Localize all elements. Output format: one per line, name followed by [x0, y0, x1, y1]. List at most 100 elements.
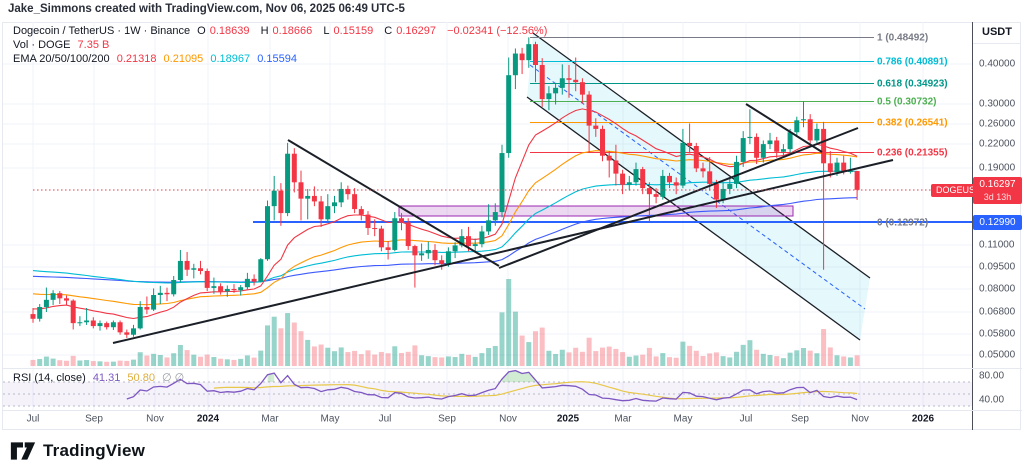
volume-bar: [238, 358, 244, 366]
candle: [452, 245, 458, 252]
volume-bar: [700, 355, 706, 366]
rsi-line[interactable]: [126, 369, 858, 402]
candle: [673, 182, 679, 186]
parallel-channel[interactable]: [527, 33, 870, 340]
main-pane[interactable]: [30, 32, 973, 366]
volume-bar: [707, 353, 713, 366]
candle: [734, 161, 739, 184]
ema50-line[interactable]: [32, 150, 858, 306]
ema200-line[interactable]: [32, 197, 858, 283]
volume-bar: [606, 346, 612, 366]
volume-bar: [479, 353, 485, 366]
volume-bar: [854, 355, 860, 366]
candle: [780, 149, 786, 152]
candle: [258, 259, 264, 282]
time-tick-label: May: [320, 413, 340, 425]
volume-bar: [486, 348, 492, 366]
volume-bar: [285, 313, 291, 366]
ema20-line[interactable]: [32, 108, 858, 320]
volume-bar: [77, 360, 83, 366]
candle: [526, 44, 532, 61]
volume-bar: [184, 350, 190, 366]
candle: [305, 195, 311, 199]
volume-bar: [687, 345, 693, 366]
candle: [291, 153, 297, 183]
candle: [97, 323, 103, 327]
candle: [774, 140, 780, 152]
volume-bar: [445, 356, 451, 366]
rsi-pane[interactable]: [3, 369, 972, 407]
candle: [841, 162, 847, 172]
time-tick-label: Nov: [146, 413, 164, 425]
volume-bar: [673, 357, 679, 366]
candle: [70, 300, 76, 324]
trendline[interactable]: [112, 159, 894, 344]
volume-bar: [37, 359, 43, 366]
candle: [546, 93, 552, 100]
volume-bar: [378, 351, 384, 366]
pane-separator[interactable]: [2, 368, 1022, 369]
time-tick-label: 2026: [911, 413, 935, 425]
volume-bar: [566, 352, 572, 366]
candle: [466, 236, 471, 247]
candle: [626, 182, 632, 185]
rsi-ma-line[interactable]: [213, 381, 858, 400]
ema50-value: 0.21095: [163, 53, 204, 65]
rsi-label: RSI (14, close): [13, 372, 86, 384]
tradingview-logo[interactable]: TradingView: [10, 441, 145, 461]
candle: [492, 212, 498, 221]
candle: [801, 119, 806, 121]
candle: [64, 298, 69, 301]
volume-legend[interactable]: Vol · DOGE 7.35 B: [13, 39, 113, 51]
candle: [767, 140, 773, 145]
volume-bar: [218, 358, 224, 366]
volume-bar: [318, 344, 324, 366]
fib-level-label: 0.382 (0.26541): [877, 117, 948, 128]
volume-bar: [512, 311, 518, 366]
volume-bar: [834, 355, 840, 366]
price-tick-label: 0.06800: [979, 306, 1016, 318]
volume-bar: [586, 337, 592, 366]
price-tick-label: 0.19000: [979, 162, 1016, 174]
price-tick-label: 0.08000: [979, 283, 1016, 295]
price-range-box[interactable]: [398, 205, 794, 217]
candle: [84, 320, 90, 323]
candle: [653, 194, 659, 197]
volume-bar: [740, 344, 746, 366]
candle: [77, 322, 83, 324]
ray-price-badge: 0.12990: [973, 215, 1022, 230]
candle: [131, 328, 136, 335]
rsi-legend[interactable]: RSI (14, close) 41.31 50.80 ∅ ∅: [13, 371, 188, 384]
ema-legend[interactable]: EMA 20/50/100/200 0.21318 0.21095 0.1896…: [13, 53, 301, 65]
volume-bar: [653, 356, 659, 366]
candle: [472, 244, 478, 247]
trendline[interactable]: [287, 139, 500, 267]
volume-bar: [613, 348, 619, 366]
volume-bar: [97, 361, 103, 366]
candle: [727, 183, 733, 189]
rsi-empty-icons: ∅ ∅: [162, 372, 185, 384]
candle: [606, 155, 612, 161]
volume-bar: [626, 356, 632, 366]
volume-bar: [84, 360, 90, 366]
volume-bar: [64, 360, 69, 366]
volume-bar: [278, 328, 284, 366]
time-axis[interactable]: [2, 410, 972, 430]
candle: [425, 249, 431, 254]
last-price-badge: 0.16297 3d 13h: [973, 177, 1022, 204]
trendline[interactable]: [498, 127, 859, 269]
symbol-legend[interactable]: Dogecoin / TetherUS · 1W · Binance O 0.18…: [13, 25, 551, 37]
trendline[interactable]: [745, 103, 823, 153]
candle: [586, 94, 592, 126]
price-tick-label: 0.05800: [979, 328, 1016, 340]
candle: [177, 260, 183, 281]
volume-bar: [492, 345, 498, 366]
volume-bar: [117, 360, 123, 366]
ohlc-high: H 0.18666: [260, 25, 313, 37]
volume-bar: [211, 357, 217, 366]
ohlc-close: C 0.16297: [384, 25, 437, 37]
candle: [660, 175, 666, 197]
volume-bar: [231, 359, 237, 366]
time-tick-label: May: [673, 413, 693, 425]
